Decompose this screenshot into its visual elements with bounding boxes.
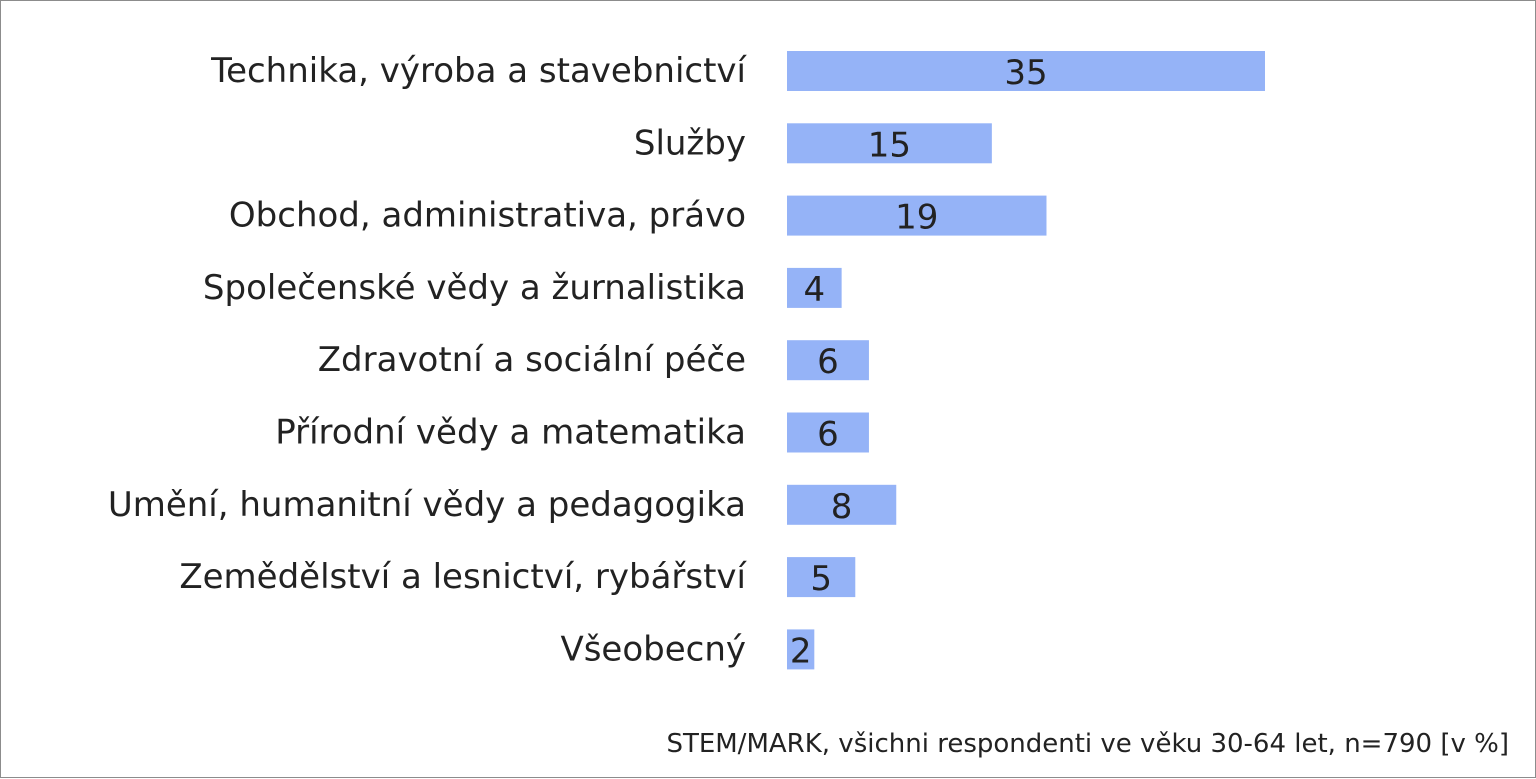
bar-value-label: 5	[810, 559, 832, 599]
category-label: Zemědělství a lesnictví, rybářství	[179, 557, 747, 597]
bar-value-label: 4	[803, 270, 825, 310]
bar	[787, 123, 992, 164]
category-label: Přírodní vědy a matematika	[275, 413, 746, 453]
bar	[787, 340, 869, 381]
bar-value-label: 8	[831, 487, 853, 527]
bar	[787, 51, 1265, 91]
category-label: Společenské vědy a žurnalistika	[203, 268, 746, 308]
bar-value-label: 35	[1004, 53, 1047, 93]
category-label: Obchod, administrativa, právo	[229, 196, 746, 236]
bar	[787, 267, 842, 308]
bar-value-label: 6	[817, 342, 839, 382]
bar-value-label: 6	[817, 415, 839, 455]
bar	[787, 557, 856, 598]
bar-value-label: 19	[895, 198, 938, 238]
source-note: STEM/MARK, všichni respondenti ve věku 3…	[666, 729, 1509, 759]
category-label: Služby	[634, 123, 746, 163]
bar	[787, 484, 897, 525]
bar-value-label: 15	[868, 125, 911, 165]
bar-value-label: 2	[790, 631, 812, 671]
category-label: Zdravotní a sociální péče	[318, 340, 746, 380]
category-label: Všeobecný	[560, 629, 746, 669]
category-label: Technika, výroba a stavebnictví	[210, 51, 747, 91]
bar	[787, 412, 869, 453]
bar	[787, 629, 815, 670]
bar	[787, 195, 1047, 236]
category-label: Umění, humanitní vědy a pedagogika	[108, 485, 746, 525]
